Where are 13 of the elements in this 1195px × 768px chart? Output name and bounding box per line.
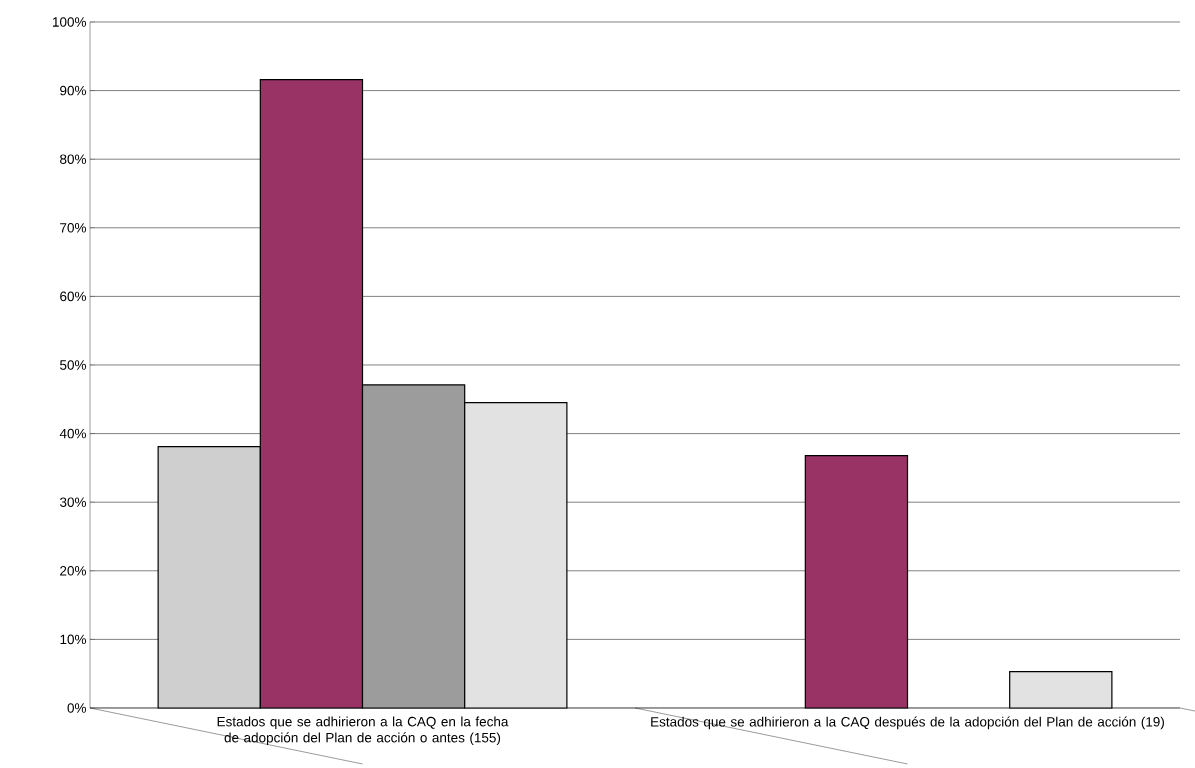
x-tick-label: Estados que se adhirieron a la CAQ en la fecha de adopción del Plan de acción o antes (155) bbox=[217, 716, 509, 746]
y-tick-label: 0% bbox=[67, 703, 86, 713]
y-tick-label: 80% bbox=[60, 154, 86, 164]
y-tick-label: 70% bbox=[60, 223, 86, 233]
y-tick-label: 40% bbox=[59, 428, 86, 439]
y-tick-label: 10% bbox=[60, 634, 86, 645]
y-tick-label: 100% bbox=[52, 17, 86, 27]
y-tick-label: 90% bbox=[60, 85, 86, 96]
y-tick-label: 20% bbox=[60, 566, 86, 576]
y-tick-label: 30% bbox=[59, 497, 86, 507]
y-tick-label: 60% bbox=[60, 291, 86, 302]
y-tick-label: 50% bbox=[60, 360, 86, 370]
x-tick-label: Estados que se adhirieron a la CAQ después de la adopción del Plan de acción (19) bbox=[651, 716, 1164, 730]
